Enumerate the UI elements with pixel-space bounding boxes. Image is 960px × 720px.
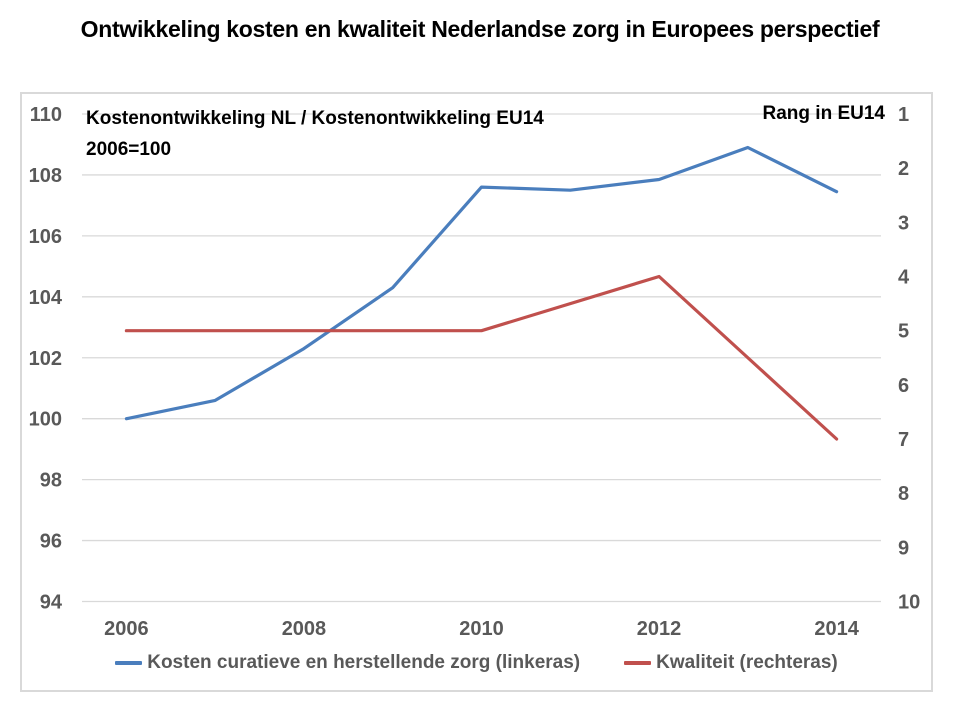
right-axis-tick-label: 6 [898, 375, 909, 397]
chart-legend: Kosten curatieve en herstellende zorg (l… [20, 652, 933, 674]
right-axis-tick-label: 2 [898, 158, 909, 180]
x-axis-tick-label: 2014 [814, 618, 859, 640]
left-axis-note-line2: 2006=100 [86, 139, 172, 160]
right-axis-tick-label: 1 [898, 104, 909, 126]
legend-label-costs: Kosten curatieve en herstellende zorg (l… [147, 652, 581, 673]
left-axis-tick-label: 104 [29, 287, 63, 309]
left-axis-tick-label: 108 [29, 165, 62, 187]
left-axis-tick-label: 106 [29, 226, 62, 248]
legend-item-costs: Kosten curatieve en herstellende zorg (l… [115, 652, 580, 674]
page-title: Ontwikkeling kosten en kwaliteit Nederla… [80, 16, 880, 42]
right-axis-tick-label: 9 [898, 537, 909, 559]
legend-label-quality: Kwaliteit (rechteras) [656, 652, 838, 673]
series-line-quality [124, 274, 839, 441]
x-axis-tick-label: 2012 [637, 618, 682, 640]
right-axis-title: Rang in EU14 [762, 103, 885, 124]
costs-line-swatch-icon [115, 661, 143, 665]
left-axis-tick-label: 96 [40, 531, 62, 553]
left-axis-tick-label: 100 [29, 409, 62, 431]
left-axis-tick-label: 98 [40, 470, 62, 492]
left-axis-note-line1: Kostenontwikkeling NL / Kostenontwikkeli… [86, 108, 544, 129]
series-line-costs [124, 145, 839, 421]
right-axis-tick-label: 10 [898, 592, 920, 614]
x-axis-tick-label: 2006 [104, 618, 149, 640]
right-axis-tick-label: 5 [898, 321, 909, 343]
quality-line-swatch-icon [624, 661, 652, 665]
x-axis-tick-label: 2008 [282, 618, 327, 640]
legend-item-quality: Kwaliteit (rechteras) [624, 652, 838, 674]
left-axis-tick-label: 110 [30, 104, 62, 126]
left-axis-tick-label: 102 [29, 348, 62, 370]
left-axis-tick-label: 94 [40, 592, 63, 614]
right-axis-tick-label: 4 [898, 267, 910, 289]
left-axis-note: Kostenontwikkeling NL / Kostenontwikkeli… [86, 103, 544, 165]
right-axis-tick-label: 8 [898, 483, 909, 505]
right-axis-tick-label: 3 [898, 212, 909, 234]
x-axis-tick-label: 2010 [459, 618, 504, 640]
right-axis-tick-label: 7 [898, 429, 909, 451]
